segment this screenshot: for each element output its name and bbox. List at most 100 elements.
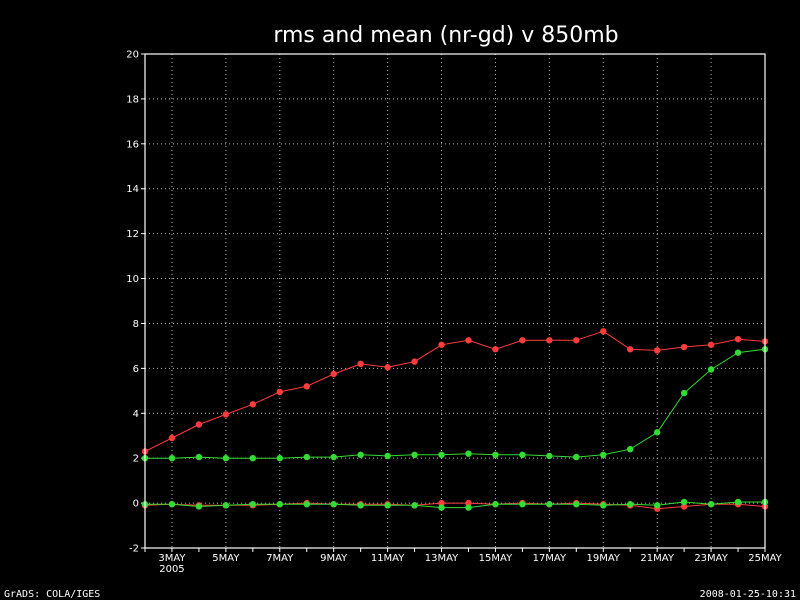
data-point xyxy=(573,453,580,461)
series-line-3 xyxy=(144,502,766,510)
data-point xyxy=(330,370,337,378)
chart-title: rms and mean (nr-gd) v 850mb xyxy=(273,23,618,48)
y-tick-label: 6 xyxy=(133,364,139,375)
data-point xyxy=(384,364,391,371)
data-point xyxy=(707,366,715,373)
x-tick-label: 25MAY xyxy=(748,553,782,564)
x-tick-label: 23MAY xyxy=(694,553,728,564)
data-point xyxy=(222,411,230,418)
y-tick-label: 20 xyxy=(126,50,139,61)
data-point xyxy=(249,501,257,508)
data-point xyxy=(357,451,364,459)
x-tick-label: 13MAY xyxy=(425,553,459,564)
x-tick-label: 19MAY xyxy=(586,553,620,564)
data-point xyxy=(168,434,176,442)
data-point xyxy=(680,389,688,397)
data-point xyxy=(438,341,445,348)
data-point xyxy=(276,501,283,508)
series-line-1 xyxy=(144,330,766,452)
data-point xyxy=(222,502,230,509)
x-tick-label: 5MAY xyxy=(212,553,240,564)
plot-frame xyxy=(144,53,766,549)
data-point xyxy=(195,453,203,461)
footer-left: GrADS: COLA/IGES xyxy=(4,589,100,600)
data-point xyxy=(573,501,580,508)
data-point xyxy=(276,388,283,396)
x-tick-label: 9MAY xyxy=(320,553,348,564)
data-point xyxy=(357,360,364,368)
y-tick-label: 2 xyxy=(133,454,139,465)
data-point xyxy=(465,450,472,457)
data-point xyxy=(653,429,661,436)
data-point xyxy=(330,453,337,461)
x-tick-label: 11MAY xyxy=(371,553,405,564)
x-tick-label: 3MAY xyxy=(158,553,186,564)
data-point xyxy=(249,454,257,462)
data-point xyxy=(519,451,526,459)
series-line-2 xyxy=(145,348,766,459)
y-tick-label: 12 xyxy=(126,229,139,240)
data-point xyxy=(653,347,661,354)
grid xyxy=(145,53,766,549)
data-point xyxy=(546,501,553,508)
data-point xyxy=(600,451,607,459)
data-point xyxy=(465,337,472,344)
data-point xyxy=(680,498,688,506)
data-point xyxy=(653,502,661,509)
data-point xyxy=(492,451,499,459)
data-point xyxy=(303,501,310,508)
x-tick-label: 15MAY xyxy=(479,553,513,564)
data-point xyxy=(519,337,526,344)
footer-right: 2008-01-25-10:31 xyxy=(700,589,796,600)
data-point xyxy=(195,503,203,510)
data-point xyxy=(357,502,364,509)
y-tick-label: 14 xyxy=(126,184,139,195)
data-point xyxy=(546,452,553,460)
data-point xyxy=(438,504,445,511)
y-tick-label: 8 xyxy=(133,319,139,330)
x-tick-label: 7MAY xyxy=(266,553,294,564)
data-point xyxy=(627,501,634,508)
data-point xyxy=(680,343,688,351)
y-tick-label: -2 xyxy=(129,544,139,555)
series-group xyxy=(141,328,769,512)
data-point xyxy=(384,502,391,509)
data-point xyxy=(627,446,634,453)
data-point xyxy=(707,341,715,348)
y-tick-label: 16 xyxy=(126,139,139,150)
data-point xyxy=(465,504,472,511)
data-point xyxy=(492,346,499,353)
data-point xyxy=(707,501,715,508)
x-tick-label: 17MAY xyxy=(533,553,567,564)
data-point xyxy=(303,453,310,461)
data-point xyxy=(276,454,283,462)
data-point xyxy=(600,502,607,509)
y-tick-label: 18 xyxy=(126,94,139,105)
data-point xyxy=(303,383,310,390)
data-point xyxy=(734,335,742,343)
data-point xyxy=(573,337,580,344)
data-point xyxy=(465,499,472,507)
x-tick-label: 21MAY xyxy=(640,553,674,564)
data-point xyxy=(600,328,607,335)
data-point xyxy=(546,337,553,344)
data-point xyxy=(734,349,742,356)
data-point xyxy=(411,358,418,365)
y-tick-label: 0 xyxy=(133,499,139,510)
data-point xyxy=(249,401,257,408)
data-point xyxy=(492,501,499,508)
data-point xyxy=(384,452,391,460)
data-point xyxy=(411,451,418,459)
data-point xyxy=(168,501,176,508)
x-tick-year: 2005 xyxy=(159,564,184,575)
data-point xyxy=(627,346,634,353)
data-point xyxy=(438,499,445,507)
data-point xyxy=(680,503,688,510)
data-point xyxy=(330,501,337,508)
data-point xyxy=(168,454,176,462)
series-line-4 xyxy=(145,501,765,509)
data-point xyxy=(734,498,742,506)
data-point xyxy=(222,454,230,462)
